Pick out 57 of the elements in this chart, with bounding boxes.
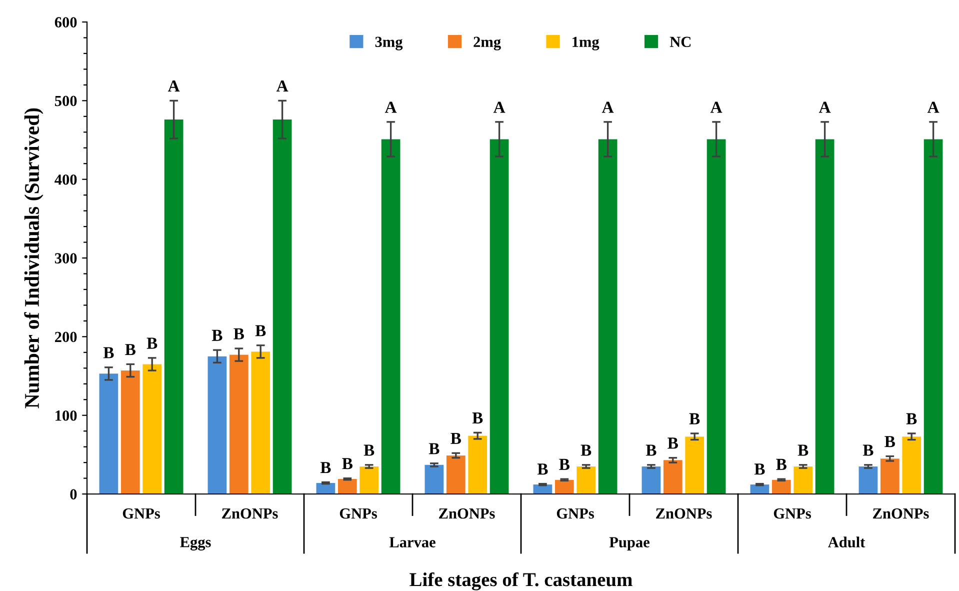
text: Pupae <box>609 537 650 550</box>
x-tick-label: GNPs <box>556 508 594 519</box>
data-label: B <box>342 458 352 470</box>
x-tick-label: GNPs <box>122 508 160 519</box>
data-label: B <box>146 338 158 349</box>
data-label: B <box>320 462 331 474</box>
data-label: B <box>428 443 440 454</box>
y-tick-label: 200 <box>55 332 77 342</box>
y-tick-label: 100 <box>56 410 77 421</box>
data-label: B <box>689 413 700 424</box>
data-label: A <box>168 80 180 92</box>
x-tick-label: ZnONPs <box>222 508 278 519</box>
data-label: B <box>776 458 786 470</box>
data-label: B <box>884 436 895 448</box>
data-label: A <box>818 102 831 113</box>
data-label: B <box>255 325 266 336</box>
data-label: B <box>125 344 136 356</box>
data-label: B <box>906 413 917 424</box>
x-tick-label: GNPs <box>340 508 377 519</box>
y-axis-title: Number of Individuals (Survived) <box>24 108 44 408</box>
x-tick-label: GNPs <box>774 508 811 519</box>
data-label: B <box>472 412 483 424</box>
data-label: A <box>710 102 722 113</box>
data-label: B <box>798 444 808 456</box>
data-label: B <box>754 464 765 475</box>
y-tick-label: 300 <box>54 253 77 264</box>
text: Larvae <box>389 537 436 548</box>
x-tick-label: ZnONPs <box>439 508 495 519</box>
data-label: A <box>276 80 288 92</box>
y-tick-label: 600 <box>54 17 77 28</box>
data-label: B <box>103 347 114 358</box>
x-tick-label: ZnONPs <box>656 508 712 519</box>
data-label: B <box>537 464 548 475</box>
data-label: B <box>646 444 656 456</box>
x-axis-title: Life stages of T. castaneum <box>410 572 632 590</box>
data-label: A <box>384 102 397 113</box>
legend-label: 1mg <box>572 36 600 50</box>
legend-label: 2mg <box>474 36 501 50</box>
text: Eggs <box>180 537 211 550</box>
text: Adult <box>828 536 866 548</box>
legend-label: NC <box>670 36 691 48</box>
y-tick-label: 400 <box>54 174 77 185</box>
data-label: B <box>668 438 678 449</box>
data-label: A <box>927 102 940 113</box>
data-label: B <box>364 444 374 456</box>
legend-label: 3mg <box>375 36 403 50</box>
data-label: A <box>493 102 506 113</box>
data-label: B <box>212 330 222 341</box>
y-tick-label: 500 <box>54 96 77 106</box>
x-tick-label: ZnONPs <box>873 508 929 519</box>
y-tick-label: 0 <box>70 489 77 500</box>
data-label: A <box>602 102 614 113</box>
data-label: B <box>862 444 874 456</box>
data-label: B <box>450 432 461 444</box>
data-label: B <box>559 458 570 470</box>
data-label: B <box>234 328 244 340</box>
data-label: B <box>580 444 592 456</box>
